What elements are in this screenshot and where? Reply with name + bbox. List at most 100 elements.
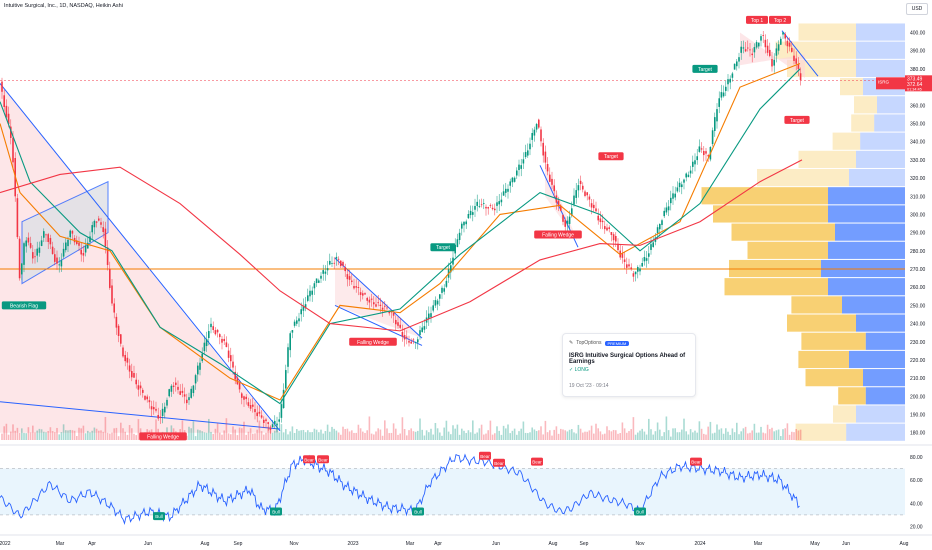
volume-bar <box>1 433 3 440</box>
candle-body <box>181 390 184 393</box>
price-tick-label: 310.00 <box>910 194 926 200</box>
rsi-tick-label: 40.00 <box>910 501 923 507</box>
candle-body <box>606 227 608 231</box>
candle-body <box>95 221 98 223</box>
candle-body <box>549 174 551 182</box>
candle-body <box>542 142 544 156</box>
volume-bar <box>210 431 212 440</box>
candle-body <box>527 150 529 156</box>
volume-bar <box>410 428 412 440</box>
volume-bar <box>362 431 364 440</box>
candle-body <box>507 188 509 192</box>
idea-card[interactable]: ✎ TopOptions PREMIUM ISRG Intuitive Surgic… <box>562 333 696 397</box>
volume-bar <box>683 418 685 440</box>
candle-body <box>137 385 140 390</box>
candle-body <box>505 188 507 193</box>
annotation-label: Falling Wedge <box>542 232 574 238</box>
volume-bar <box>111 432 113 440</box>
candle-body <box>753 47 756 53</box>
volume-bar <box>71 430 74 440</box>
volume-bar <box>731 428 734 440</box>
candle-body <box>417 339 419 343</box>
volume-bar <box>698 421 701 440</box>
candle-body <box>661 220 663 225</box>
candle-body <box>161 408 164 416</box>
price-tick-label: 290.00 <box>910 231 926 237</box>
volume-bar <box>445 420 448 440</box>
candle-body <box>27 237 30 243</box>
rsi-tick-label: 80.00 <box>910 455 923 461</box>
volume-bar <box>351 430 353 440</box>
volume-bar <box>733 432 736 440</box>
volume-bar <box>560 428 562 440</box>
volume-bar <box>296 429 298 440</box>
candle-body <box>632 273 635 277</box>
volume-bar <box>716 424 718 440</box>
volume-bar <box>454 428 456 440</box>
candle-body <box>60 260 63 267</box>
volume-bar <box>95 428 98 440</box>
volume-bar <box>766 424 769 440</box>
candle-body <box>538 119 540 128</box>
idea-time: 19 Oct '23 · 09:14 <box>569 383 609 389</box>
volume-bar <box>461 428 463 440</box>
candle-body <box>742 47 745 49</box>
volume-profile-sell-bar <box>856 405 905 423</box>
volume-bar <box>428 432 430 440</box>
candle-body <box>498 201 500 205</box>
annotation-badge <box>534 230 582 239</box>
candle-body <box>478 206 481 207</box>
volume-profile-sell-bar <box>828 187 905 205</box>
volume-bar <box>282 432 285 440</box>
candle-body <box>260 415 263 418</box>
candle-body <box>700 148 703 150</box>
price-tick-label: 190.00 <box>910 413 926 419</box>
candle-body <box>641 262 643 267</box>
candle-body <box>428 313 430 319</box>
volume-bar <box>555 426 558 440</box>
volume-bar <box>192 421 195 440</box>
volume-bar <box>496 426 498 440</box>
pattern-zones <box>0 30 905 433</box>
volume-bar <box>621 422 624 440</box>
candle-body <box>760 36 762 41</box>
premium-badge: PREMIUM <box>604 340 630 346</box>
price-tick-label: 350.00 <box>910 122 926 128</box>
volume-bar <box>513 428 516 440</box>
volume-bar <box>203 432 206 440</box>
candle-body <box>458 232 461 241</box>
volume-bar <box>190 428 192 440</box>
candle-body <box>331 263 333 264</box>
volume-bar <box>197 429 199 440</box>
candle-body <box>364 293 366 295</box>
volume-bar <box>227 433 230 440</box>
candle-body <box>575 190 577 198</box>
volume-bar <box>331 426 333 440</box>
idea-headline[interactable]: ISRG Intuitive Surgical Options Ahead of… <box>569 353 686 365</box>
volume-bar <box>439 432 441 440</box>
volume-profile-sell-bar <box>849 168 905 187</box>
candle-body <box>579 180 582 185</box>
volume-bar <box>58 434 60 440</box>
currency-button[interactable]: USD <box>906 3 928 15</box>
candle-body <box>562 214 564 222</box>
candle-body <box>337 258 340 260</box>
volume-bar <box>425 430 428 440</box>
volume-bar <box>65 430 67 440</box>
candle-body <box>714 117 716 131</box>
candle-body <box>670 197 672 204</box>
volume-bar <box>478 428 481 440</box>
candle-body <box>214 330 217 335</box>
candle-body <box>707 155 709 157</box>
candle-body <box>788 42 791 47</box>
volume-profile-buy-bar <box>840 78 863 96</box>
candle-body <box>157 414 159 419</box>
candle-body <box>313 283 316 289</box>
candle-body <box>722 92 725 97</box>
volume-bar <box>80 428 82 440</box>
candle-body <box>3 95 5 108</box>
volume-bar <box>419 418 421 440</box>
candle-body <box>252 404 254 407</box>
candle-body <box>183 394 186 397</box>
